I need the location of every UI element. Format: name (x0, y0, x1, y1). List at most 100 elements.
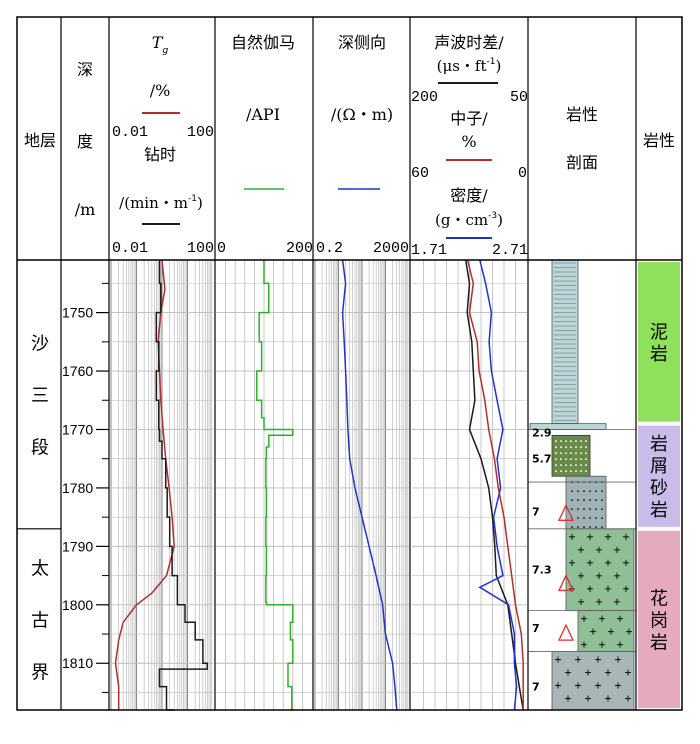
sand-dot (570, 464, 572, 467)
den-scale-max: 2.71 (492, 242, 528, 259)
rop-scale-min: 0.01 (112, 240, 148, 257)
sand-dot (575, 446, 577, 449)
sand-dot (570, 452, 572, 455)
profile-tag: 2.9 (532, 426, 552, 439)
curve-gr (256, 260, 294, 711)
sand-dot (565, 470, 567, 473)
sand-dot (585, 440, 587, 443)
tg-symbol: Tg (152, 33, 169, 56)
lithology-label-char: 岩 (650, 434, 668, 455)
sand-dot (560, 458, 562, 461)
sand-dot (601, 526, 603, 529)
sand-dot (595, 490, 597, 493)
profile-tag: 7 (532, 681, 540, 694)
curve-rd (341, 259, 398, 711)
sand-dot (555, 446, 557, 449)
lithology-band (638, 530, 680, 708)
sand-dot (585, 458, 587, 461)
sand-dot (589, 490, 591, 493)
profile-tag: 7 (532, 622, 540, 635)
formation-name-char: 太 (31, 558, 49, 579)
sand-dot (595, 508, 597, 511)
lithology-band (638, 262, 680, 422)
sand-dot (577, 526, 579, 529)
lithology-label-char: 岩 (650, 344, 668, 365)
outer-border (16, 16, 683, 711)
granite-marker (557, 623, 575, 641)
formation-name-char: 三 (31, 385, 49, 406)
curve-den (478, 259, 518, 711)
sand-dot (560, 452, 562, 455)
sand-dot (577, 499, 579, 502)
sand-dot (585, 452, 587, 455)
sand-dot (560, 464, 562, 467)
sandstone-light (565, 475, 607, 530)
cnl-title: 中子/ (450, 109, 488, 128)
depth-tick-label: 1760 (62, 363, 93, 379)
sand-dot (565, 452, 567, 455)
sand-dot (583, 508, 585, 511)
depth-tick-label: 1810 (62, 655, 93, 671)
ac-scale-max: 50 (510, 89, 528, 106)
lithology-label-char: 岗 (650, 610, 668, 631)
depth-tick-label: 1800 (62, 597, 93, 613)
sand-dot (595, 499, 597, 502)
gr-scale-max: 200 (286, 240, 313, 257)
sand-dot (575, 470, 577, 473)
lithology-label-char: 泥 (650, 322, 668, 343)
sand-dot (583, 526, 585, 529)
gr-scale-min: 0 (217, 240, 226, 257)
sand-dot (580, 446, 582, 449)
granite-green (565, 528, 635, 612)
curve-rop (155, 260, 209, 711)
sand-dot (555, 440, 557, 443)
den-title: 密度/ (450, 186, 488, 205)
granite-grey (551, 651, 635, 711)
rop-scale-max: 100 (187, 240, 214, 257)
ac-unit: (μs・ft-1) (437, 57, 502, 75)
sand-dot (589, 517, 591, 520)
formation-name-char: 沙 (31, 333, 49, 354)
rd-scale-max: 2000 (373, 240, 409, 257)
cnl-unit: % (461, 132, 476, 151)
sand-dot (583, 517, 585, 520)
sand-dot (575, 452, 577, 455)
sand-dot (601, 499, 603, 502)
log-curves (114, 259, 524, 711)
depth-tick-label: 1780 (62, 480, 93, 496)
sand-dot (560, 440, 562, 443)
depth-tick-label: 1790 (62, 538, 93, 554)
tg-scale-max: 100 (187, 124, 214, 141)
sand-dot (577, 490, 579, 493)
sand-dot (601, 508, 603, 511)
sand-dot (580, 452, 582, 455)
depth-header-1: 深 (77, 60, 93, 79)
sand-dot (577, 508, 579, 511)
profile-tag: 5.7 (532, 453, 552, 466)
tg-unit: /% (150, 81, 171, 100)
den-scale-min: 1.71 (411, 242, 447, 259)
sand-dot (571, 508, 573, 511)
depth-header-2: 度 (77, 132, 93, 151)
sandstone-dark (551, 434, 591, 477)
sand-dot (570, 440, 572, 443)
table-frame (16, 16, 683, 711)
sand-dot (555, 470, 557, 473)
lithology-label-char: 花 (650, 588, 668, 609)
sand-dot (575, 464, 577, 467)
sand-dot (577, 517, 579, 520)
formation-name-char: 段 (31, 437, 49, 458)
sand-dot (571, 490, 573, 493)
rd-scale-min: 0.2 (316, 240, 343, 257)
cnl-scale-max: 0 (518, 165, 527, 182)
rop-title: 钻时 (144, 145, 176, 164)
formation-name-char: 古 (31, 610, 49, 631)
sand-dot (555, 458, 557, 461)
sand-dot (580, 440, 582, 443)
lithology-band (638, 425, 680, 527)
profile-tag: 7.3 (532, 564, 552, 577)
depth-axis: 1750 1760 1770 1780 1790 1800 1810 (62, 282, 109, 693)
sand-dot (575, 458, 577, 461)
sand-dot (565, 440, 567, 443)
